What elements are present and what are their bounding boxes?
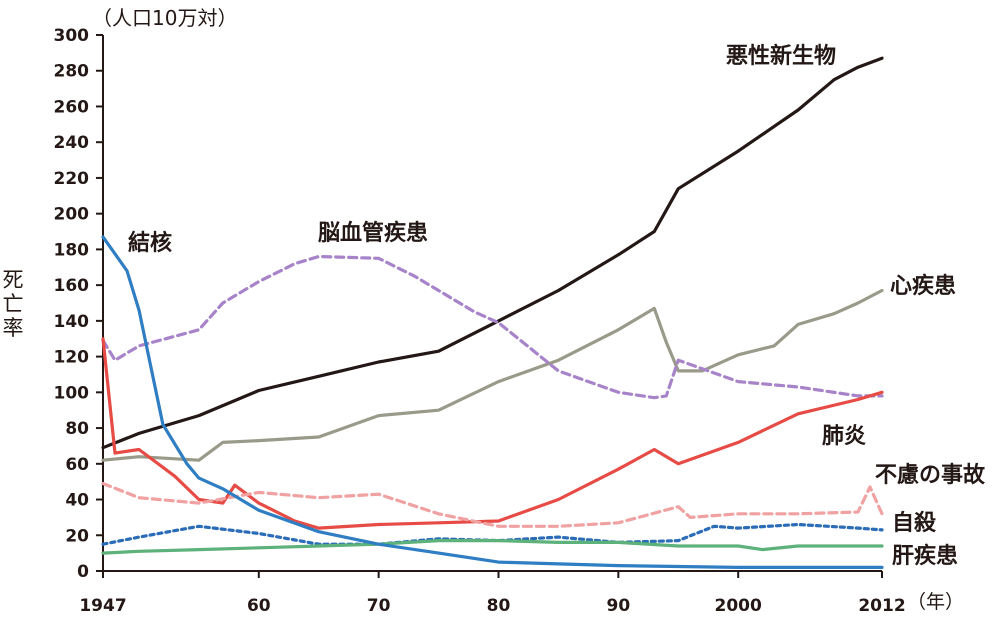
y-tick-label: 160	[54, 276, 90, 296]
y-tick-label: 300	[54, 26, 90, 46]
series-line-悪性新生物	[101, 56, 884, 450]
series-label: 悪性新生物	[726, 43, 836, 69]
y-tick-label: 200	[54, 205, 90, 225]
y-tick-label: 260	[54, 97, 90, 117]
x-tick-label: 2000	[715, 596, 762, 616]
y-tick-label: 80	[65, 419, 89, 439]
y-tick-label: 0	[77, 562, 89, 582]
series-line-心疾患	[101, 288, 884, 462]
series-label: 肝疾患	[892, 543, 958, 569]
series-line-肺炎	[101, 337, 884, 530]
series-line-不慮の事故	[101, 481, 884, 528]
y-tick-label: 280	[54, 62, 90, 82]
x-unit-label: （年）	[907, 591, 964, 613]
x-tick-label: 90	[607, 596, 631, 616]
y-tick-label: 100	[54, 383, 90, 403]
series-label: 肺炎	[822, 424, 866, 449]
y-tick-label: 220	[54, 169, 90, 189]
series-label: 脳血管疾患	[318, 220, 428, 246]
series-label: 不慮の事故	[875, 462, 986, 488]
y-unit-label: （人口10万対）	[92, 6, 238, 30]
x-tick-label: 70	[367, 596, 391, 616]
y-tick-label: 240	[54, 133, 90, 153]
axes: 0 20 40 60 80 100 120 140 160 180 200 220 240 260 280 3…	[54, 26, 965, 616]
series-label: 心疾患	[890, 273, 956, 299]
x-tick-label: 80	[487, 596, 511, 616]
y-axis-title: 死亡率	[2, 268, 24, 340]
series-line-自殺	[101, 522, 884, 546]
series-label: 結核	[128, 230, 172, 256]
x-tick-label: 2012	[858, 596, 905, 616]
y-tick-label: 60	[65, 455, 89, 475]
x-tick-label: 60	[247, 596, 271, 616]
series-layer	[101, 56, 884, 570]
y-tick-label: 20	[65, 526, 89, 546]
y-tick-label: 140	[54, 312, 90, 332]
series-label: 自殺	[892, 510, 937, 536]
series-line-結核	[101, 235, 884, 570]
series-line-肝疾患	[101, 538, 884, 555]
x-tick-label: 1947	[79, 596, 126, 616]
series-line-脳血管疾患	[101, 254, 884, 400]
y-tick-label: 180	[54, 240, 90, 260]
y-tick-label: 120	[54, 348, 90, 368]
y-tick-label: 40	[65, 491, 89, 511]
